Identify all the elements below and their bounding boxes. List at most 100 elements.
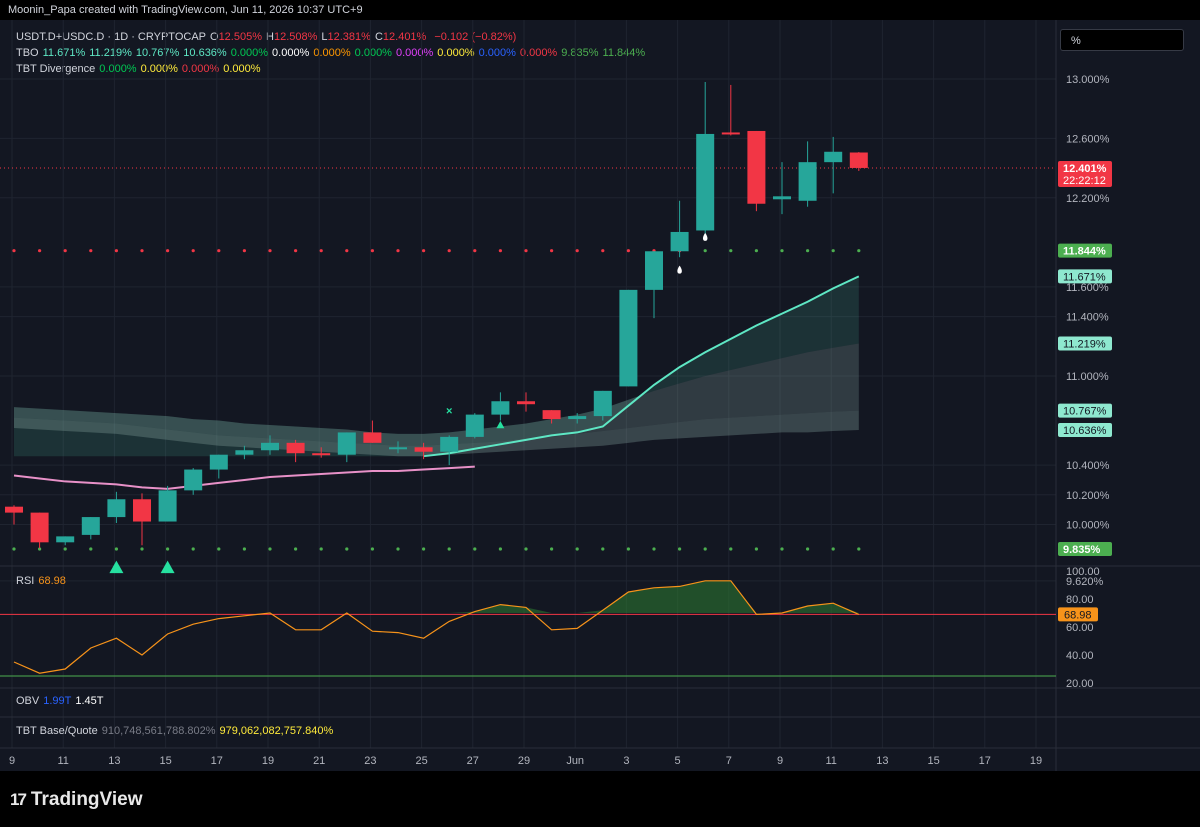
tbo-name: TBO [16,47,39,59]
base-quote-value-1: 910,748,561,788.802% [101,725,216,737]
support-dots-dot [242,547,246,551]
support-dots-dot [217,547,221,551]
price-label-text: 11.671% [1063,271,1106,283]
candle-body [593,390,612,417]
support-dots-dot [729,547,733,551]
rsi-legend[interactable]: RSI 68.98 [16,575,70,587]
support-dots-dot [703,547,707,551]
time-tick-label: 13 [876,755,888,767]
price-label-box [1058,243,1112,258]
resistance-dot [217,249,221,253]
rsi-value-label: 68.98 [1064,609,1092,621]
resistance-dot [780,249,784,253]
tbo-value-4: 0.000% [230,47,269,59]
candle-body [389,447,407,450]
white-drop-marker [677,265,682,274]
candle-body [107,499,126,518]
candle-body [798,162,817,201]
support-dots-dot [575,547,579,551]
tbo-value-6: 0.000% [313,47,351,59]
resistance-dot [447,249,451,253]
base-quote-value-2: 979,062,082,757.840% [219,725,334,737]
resistance-dot [242,249,246,253]
resistance-dot [703,249,707,253]
support-dots-dot [294,547,298,551]
support-dots-dot [12,547,16,551]
rsi-tick-label: 80.00 [1066,594,1094,606]
obv-legend[interactable]: OBV 1.99T 1.45T [16,695,108,707]
time-tick-label: 19 [1030,755,1042,767]
resistance-dot [268,249,272,253]
candles [5,81,868,549]
time-tick-label: 9 [777,755,783,767]
divergence-value-1: 0.000% [140,63,178,75]
resistance-dot [89,249,93,253]
time-tick-label: 11 [825,755,836,767]
tbo-slow-line [13,465,475,490]
price-label-countdown: 22:22:12 [1063,175,1106,187]
candle-body [542,410,561,420]
grid [0,20,1056,748]
price-tick-label: 9.620% [1066,576,1104,588]
resistance-dot [473,249,477,253]
change-value: −0.102 (−0.82%) [434,31,517,43]
tradingview-logo[interactable]: 17 TradingView [10,789,143,811]
candle-body [696,133,715,231]
price-tick-label: 10.200% [1066,490,1110,502]
chart-canvas[interactable]: × 13.000% 12.600% 12.200% 11.600% 11.400% 11.0… [0,0,1200,771]
tbo-values: 11.671% 11.219% 10.767% 10.636% 0.000% 0.000%… [43,47,650,59]
support-dots-dot [396,547,400,551]
support-dots-dot [166,547,170,551]
obv-name: OBV [16,695,40,707]
resistance-dot [422,249,426,253]
time-tick-label: 3 [623,755,629,767]
support-dots-dot [678,547,682,551]
resistance-dot [166,249,170,253]
resistance-dots [12,249,861,253]
attribution-text: Moonin_Papa created with TradingView.com… [8,4,363,16]
base-quote-legend[interactable]: TBT Base/Quote 910,748,561,788.802% 979,06… [16,725,337,737]
price-label-box [1058,269,1112,284]
rsi-value-box [1058,607,1098,622]
resistance-dot [831,249,835,253]
tbo-value-13: 11.844% [602,47,646,59]
ohlc-h: H12.508% [266,31,318,43]
resistance-dot [345,249,349,253]
support-dots-dot [473,547,477,551]
attribution-bar: Moonin_Papa created with TradingView.com… [0,0,1200,20]
support-dots-dot [422,547,426,551]
support-dots [12,547,861,551]
support-dots-dot [857,547,861,551]
rsi-pane [0,580,1056,677]
resistance-dot [754,249,759,253]
price-scale-unit-button[interactable]: % [1060,29,1184,51]
price-tick-label: 10.000% [1066,520,1110,532]
tradingview-logo-text: TradingView [30,789,143,810]
support-dots-dot [38,547,42,551]
divergence-legend[interactable]: TBT Divergence 0.000% 0.000% 0.000% 0.000% [16,63,269,75]
price-tick-label: 11.000% [1066,371,1109,383]
support-dots-dot [89,547,93,551]
time-tick-label: 15 [927,755,939,767]
resistance-dot [498,249,502,253]
tbo-legend[interactable]: TBO 11.671% 11.219% 10.767% 10.636% 0.000% 0.0… [16,47,653,59]
candle-body [81,517,100,535]
time-tick-label: 21 [313,755,325,767]
tbo-value-5: 0.000% [272,47,310,59]
resistance-dot [370,249,374,253]
candle-body [721,132,740,135]
price-label-text: 11.844% [1063,246,1106,258]
time-tick-label: 19 [262,755,274,767]
resistance-dot [38,249,42,253]
time-tick-label: 29 [518,755,530,767]
ohlc-o: O12.505% [210,31,262,43]
rsi-tick-label: 100.00 [1066,566,1100,578]
tbo-value-2: 10.767% [135,47,180,59]
price-tick-label: 11.400% [1066,312,1109,324]
candle-body [491,401,510,415]
tbo-value-7: 0.000% [354,47,392,59]
price-tick-label: 12.200% [1066,193,1110,205]
support-dots-dot [191,547,195,551]
candle-body [824,151,843,163]
obv-value-2: 1.45T [75,695,104,707]
